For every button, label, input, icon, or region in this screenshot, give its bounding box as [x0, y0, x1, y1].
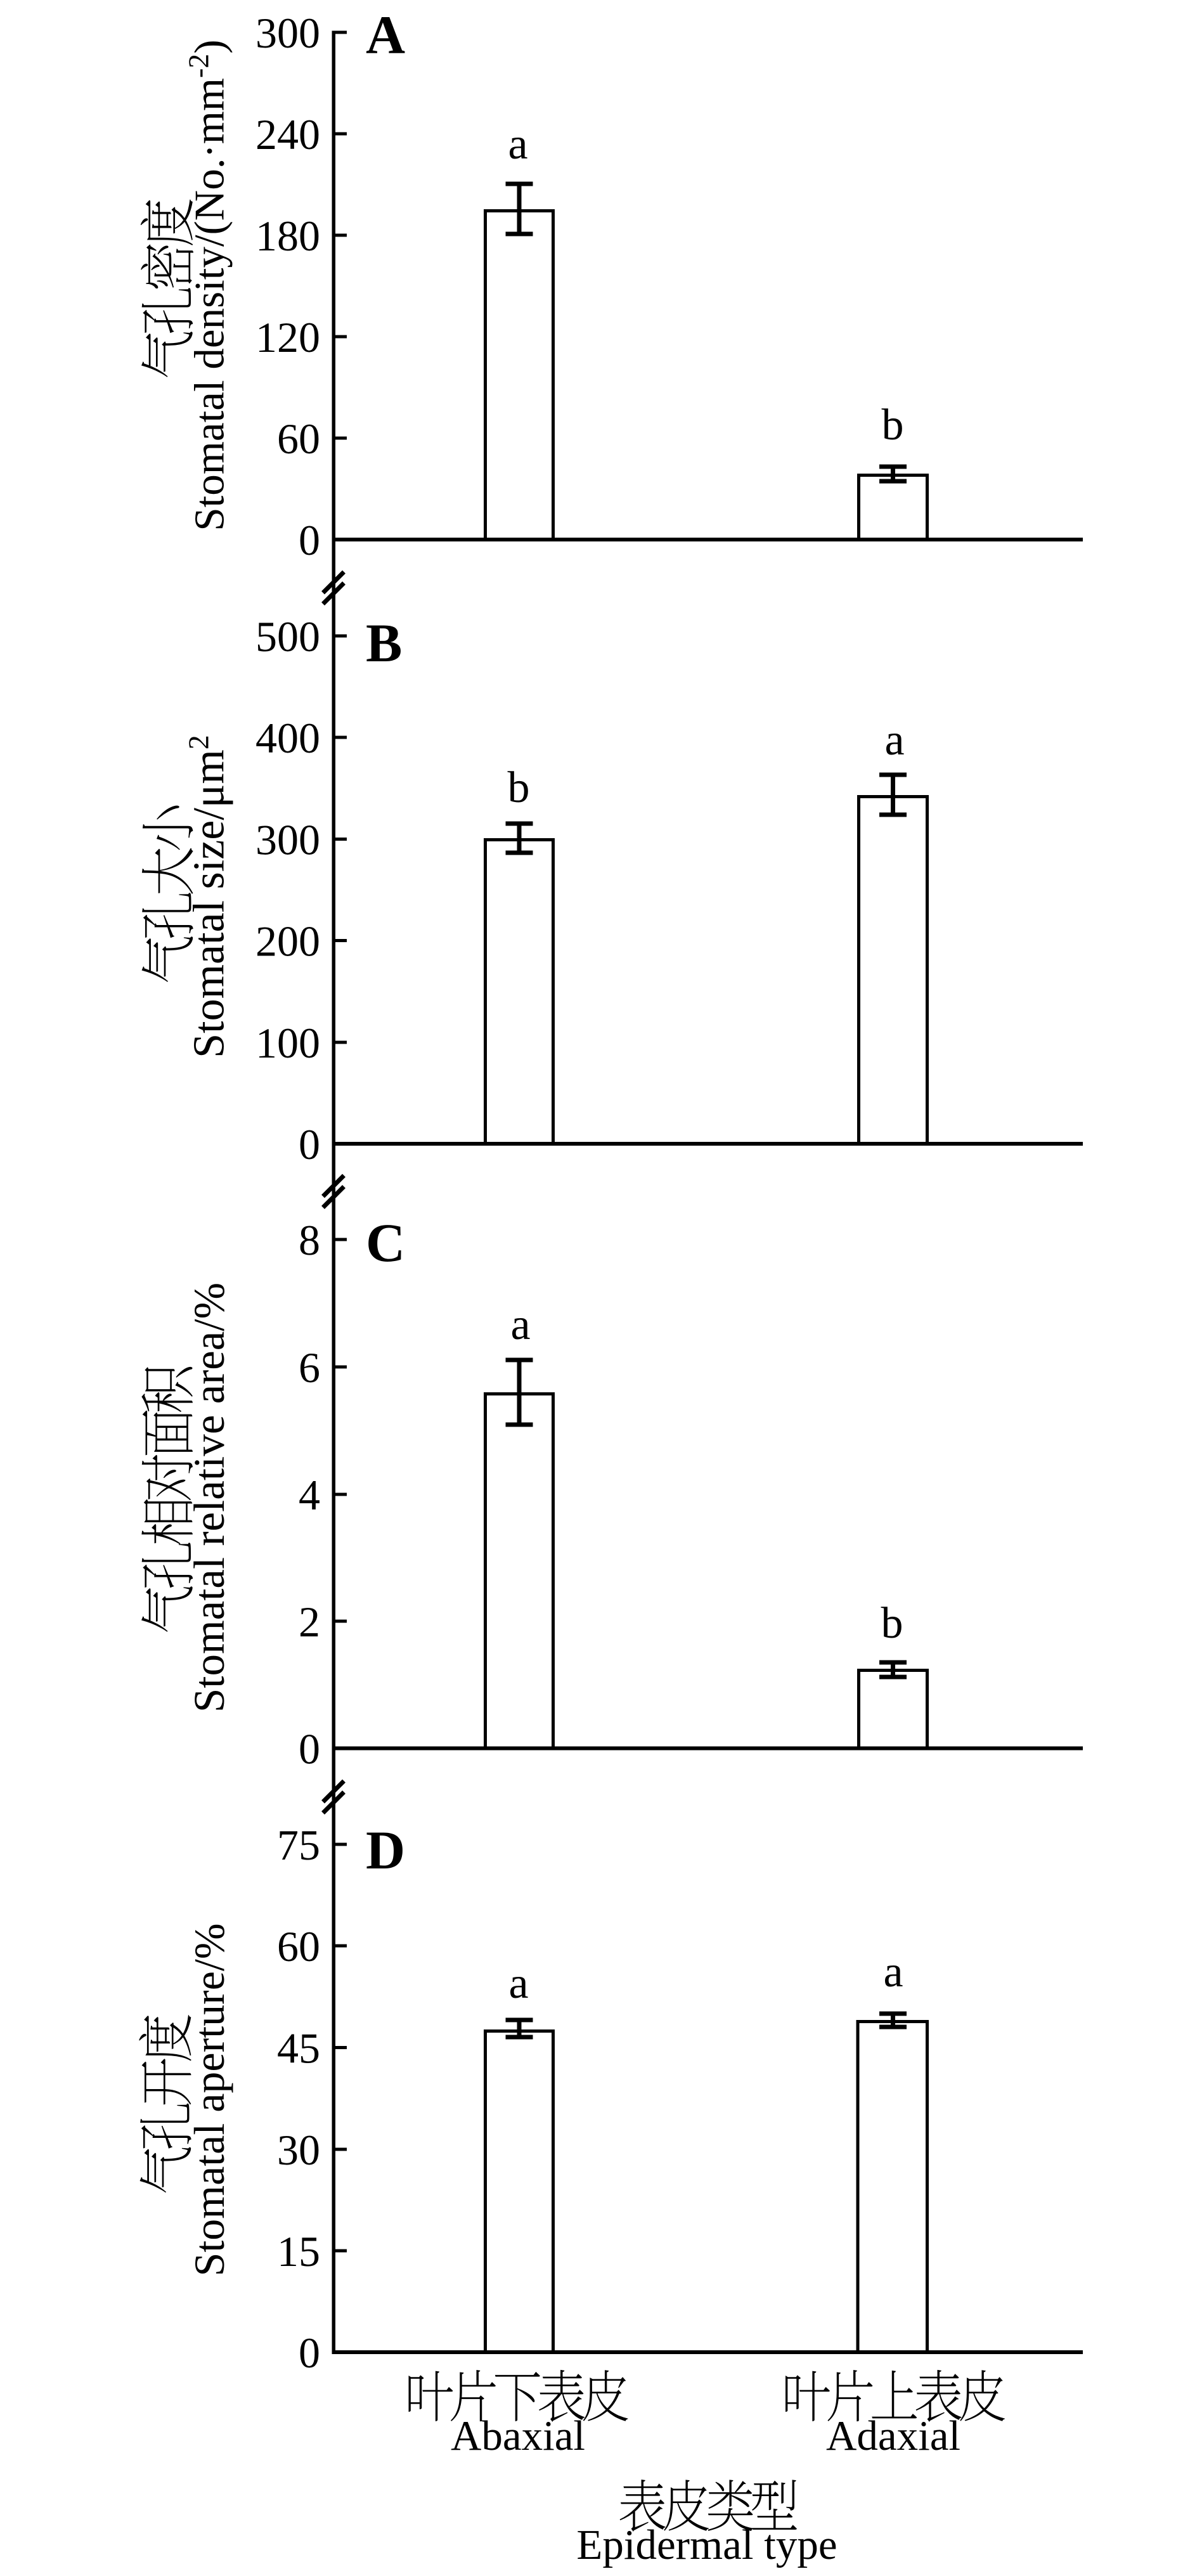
- svg-text:a: a: [883, 1948, 903, 1997]
- svg-text:180: 180: [255, 212, 320, 260]
- svg-text:b: b: [882, 401, 904, 450]
- svg-text:300: 300: [255, 816, 320, 864]
- svg-text:a: a: [884, 716, 904, 765]
- svg-text:C: C: [366, 1212, 405, 1273]
- svg-text:4: 4: [299, 1471, 320, 1519]
- svg-text:2: 2: [299, 1598, 320, 1646]
- svg-text:A: A: [366, 4, 405, 65]
- svg-text:b: b: [508, 763, 530, 812]
- svg-text:120: 120: [255, 313, 320, 361]
- svg-text:a: a: [510, 1300, 530, 1349]
- svg-text:100: 100: [255, 1019, 320, 1067]
- svg-text:D: D: [366, 1820, 405, 1880]
- svg-text:0: 0: [299, 2329, 320, 2377]
- svg-text:60: 60: [277, 415, 320, 463]
- svg-text:Stomatal size/μm2: Stomatal size/μm2: [183, 735, 234, 1058]
- svg-text:Stomatal aperture/%: Stomatal aperture/%: [185, 1923, 233, 2276]
- svg-text:b: b: [881, 1599, 903, 1648]
- svg-text:15: 15: [277, 2227, 320, 2275]
- svg-text:8: 8: [299, 1216, 320, 1264]
- svg-text:a: a: [508, 120, 527, 169]
- svg-text:0: 0: [299, 1725, 320, 1773]
- svg-text:400: 400: [255, 714, 320, 762]
- svg-text:a: a: [508, 1959, 528, 2008]
- svg-text:500: 500: [255, 612, 320, 661]
- svg-text:300: 300: [255, 9, 320, 57]
- svg-text:0: 0: [299, 516, 320, 564]
- svg-text:Adaxial: Adaxial: [826, 2412, 960, 2459]
- svg-text:0: 0: [299, 1120, 320, 1168]
- svg-text:45: 45: [277, 2024, 320, 2073]
- svg-text:30: 30: [277, 2126, 320, 2174]
- svg-text:Stomatal relative area/%: Stomatal relative area/%: [185, 1283, 233, 1712]
- svg-text:6: 6: [299, 1343, 320, 1392]
- svg-text:B: B: [366, 612, 402, 673]
- svg-text:200: 200: [255, 917, 320, 966]
- svg-text:Stomatal density/(No.·mm-2): Stomatal density/(No.·mm-2): [183, 39, 233, 531]
- svg-text:75: 75: [277, 1821, 320, 1869]
- svg-text:240: 240: [255, 110, 320, 159]
- svg-text:60: 60: [277, 1922, 320, 1971]
- svg-text:Abaxial: Abaxial: [451, 2412, 585, 2459]
- svg-text:Epidermal type: Epidermal type: [576, 2521, 837, 2568]
